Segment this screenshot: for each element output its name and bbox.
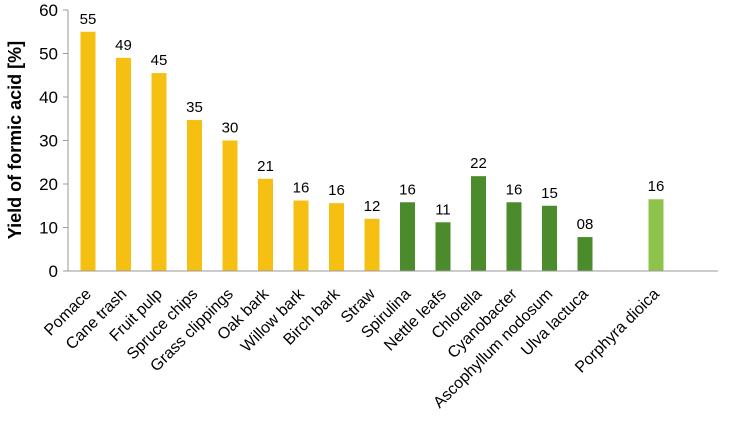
y-tick-label: 10 bbox=[39, 219, 58, 238]
data-label: 12 bbox=[364, 198, 381, 215]
data-label: 11 bbox=[435, 201, 451, 218]
data-label: 45 bbox=[151, 52, 168, 69]
bar bbox=[329, 203, 344, 271]
y-axis-label: Yield of formic acid [%] bbox=[5, 41, 25, 239]
bar bbox=[506, 202, 522, 271]
bar bbox=[293, 200, 309, 271]
data-label: 08 bbox=[577, 216, 594, 233]
data-label: 16 bbox=[399, 181, 416, 198]
bars bbox=[80, 31, 664, 272]
bar bbox=[151, 73, 167, 271]
y-tick-label: 60 bbox=[39, 1, 58, 20]
data-label: 16 bbox=[648, 178, 665, 195]
bar bbox=[577, 237, 593, 271]
data-label: 21 bbox=[257, 158, 274, 175]
y-axis-ticks: 0 10 20 30 40 50 60 bbox=[39, 1, 68, 281]
bar bbox=[364, 218, 380, 271]
data-label: 35 bbox=[186, 99, 203, 116]
data-label: 16 bbox=[506, 181, 523, 198]
bar bbox=[435, 222, 451, 271]
data-labels: 55 49 45 35 30 21 16 16 12 16 11 22 16 15 08 16 bbox=[80, 11, 665, 233]
data-label: 55 bbox=[80, 11, 97, 28]
bar bbox=[471, 176, 486, 271]
data-label: 16 bbox=[293, 180, 310, 197]
bar bbox=[80, 31, 96, 271]
y-tick-label: 20 bbox=[39, 175, 58, 194]
bar bbox=[542, 205, 557, 271]
bar bbox=[222, 140, 238, 271]
data-label: 30 bbox=[222, 120, 239, 137]
y-tick-label: 30 bbox=[39, 132, 58, 151]
bar bbox=[400, 202, 415, 271]
data-label: 22 bbox=[470, 155, 487, 172]
data-label: 49 bbox=[115, 37, 132, 54]
bar bbox=[116, 57, 131, 271]
y-tick-label: 0 bbox=[49, 262, 58, 281]
y-tick-label: 50 bbox=[39, 45, 58, 64]
bar bbox=[648, 199, 664, 271]
bar bbox=[258, 178, 273, 271]
y-tick-label: 40 bbox=[39, 88, 58, 107]
bar bbox=[187, 120, 202, 272]
data-label: 16 bbox=[328, 182, 345, 199]
data-label: 15 bbox=[541, 185, 558, 202]
